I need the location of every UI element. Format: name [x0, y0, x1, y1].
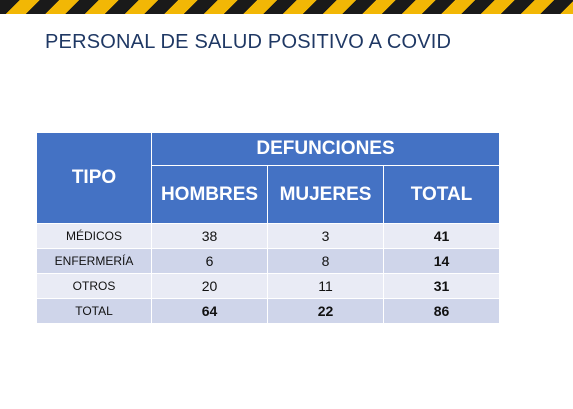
- slide-title: PERSONAL DE SALUD POSITIVO A COVID: [45, 31, 452, 53]
- cell-mujeres: 3: [267, 223, 384, 249]
- table-row-total: TOTAL 64 22 86: [36, 298, 500, 324]
- cell-total: 41: [383, 223, 500, 249]
- cell-tipo: ENFERMERÍA: [36, 248, 152, 274]
- cell-hombres: 38: [151, 223, 268, 249]
- header-defunciones: DEFUNCIONES: [151, 132, 500, 166]
- header-total: TOTAL: [383, 165, 500, 224]
- cell-mujeres: 8: [267, 248, 384, 274]
- cell-tipo: TOTAL: [36, 298, 152, 324]
- header-hombres: HOMBRES: [151, 165, 268, 224]
- header-mujeres: MUJERES: [267, 165, 384, 224]
- defunciones-table: TIPO DEFUNCIONES HOMBRES MUJERES TOTAL M…: [36, 132, 500, 324]
- header-tipo: TIPO: [36, 132, 152, 224]
- hazard-stripe-bar: [0, 0, 573, 14]
- cell-hombres: 6: [151, 248, 268, 274]
- cell-total: 86: [383, 298, 500, 324]
- cell-mujeres: 11: [267, 273, 384, 299]
- cell-tipo: MÉDICOS: [36, 223, 152, 249]
- cell-hombres: 64: [151, 298, 268, 324]
- cell-total: 31: [383, 273, 500, 299]
- cell-mujeres: 22: [267, 298, 384, 324]
- table-row-otros: OTROS 20 11 31: [36, 273, 500, 299]
- cell-tipo: OTROS: [36, 273, 152, 299]
- table-row-medicos: MÉDICOS 38 3 41: [36, 223, 500, 249]
- cell-hombres: 20: [151, 273, 268, 299]
- cell-total: 14: [383, 248, 500, 274]
- table-row-enfermeria: ENFERMERÍA 6 8 14: [36, 248, 500, 274]
